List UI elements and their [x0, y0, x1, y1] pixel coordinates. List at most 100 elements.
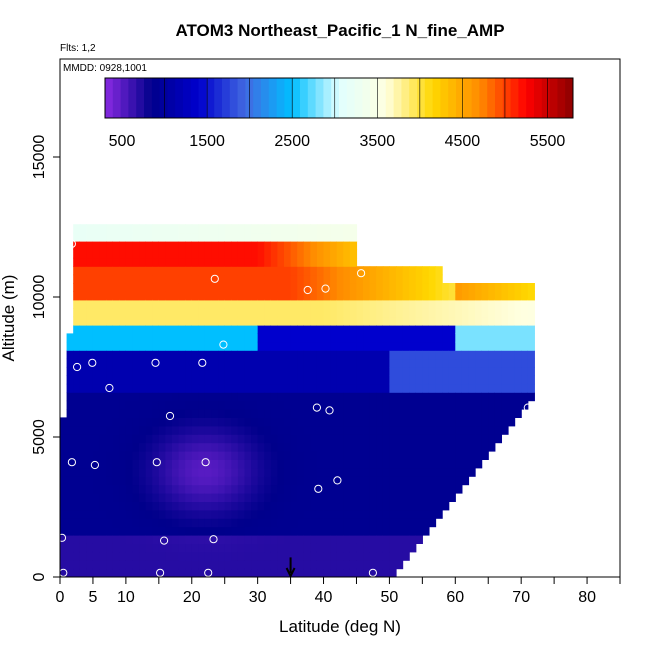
- heatmap-cell: [435, 459, 443, 469]
- heatmap-cell: [218, 493, 226, 502]
- heatmap-cell: [224, 291, 232, 301]
- heatmap-cell: [165, 325, 173, 334]
- heatmap-cell: [297, 299, 305, 309]
- heatmap-cell: [237, 526, 246, 536]
- heatmap-cell: [211, 442, 219, 452]
- heatmap-cell: [198, 241, 206, 250]
- x-tick-label: 10: [117, 589, 135, 606]
- heatmap-cell: [455, 358, 463, 368]
- heatmap-cell: [79, 291, 87, 301]
- heatmap-cell: [231, 358, 239, 368]
- heatmap-cell: [172, 274, 180, 284]
- heatmap-cell: [349, 358, 358, 368]
- heatmap-cell: [139, 283, 147, 292]
- heatmap-cell: [310, 392, 318, 402]
- heatmap-cell: [158, 425, 167, 435]
- heatmap-cell: [356, 392, 364, 402]
- heatmap-cell: [481, 341, 489, 351]
- heatmap-cell: [66, 383, 74, 393]
- heatmap-cell: [152, 451, 160, 460]
- heatmap-cell: [132, 367, 140, 376]
- heatmap-cell: [139, 383, 147, 393]
- heatmap-cell: [527, 358, 535, 368]
- heatmap-cell: [204, 535, 213, 544]
- heatmap-cell: [145, 400, 153, 410]
- heatmap-cell: [106, 568, 114, 577]
- heatmap-cell: [277, 417, 285, 427]
- heatmap-cell: [66, 560, 74, 570]
- heatmap-cell: [402, 526, 410, 536]
- heatmap-cell: [369, 509, 377, 519]
- heatmap-cell: [343, 501, 351, 511]
- heatmap-cell: [435, 400, 443, 410]
- heatmap-cell: [297, 543, 305, 553]
- heatmap-cell: [119, 568, 127, 577]
- heatmap-cell: [99, 341, 107, 351]
- heatmap-cell: [290, 392, 298, 402]
- heatmap-cell: [494, 341, 503, 351]
- heatmap-cell: [323, 341, 331, 351]
- heatmap-cell: [158, 224, 167, 234]
- heatmap-cell: [257, 535, 265, 544]
- heatmap-cell: [264, 509, 272, 519]
- heatmap-cell: [211, 333, 219, 343]
- heatmap-cell: [448, 493, 456, 502]
- heatmap-cell: [152, 274, 160, 284]
- heatmap-cell: [270, 224, 279, 234]
- heatmap-cell: [428, 451, 437, 460]
- flight-point: [90, 460, 100, 470]
- heatmap-cell: [270, 560, 279, 570]
- heatmap-cell: [211, 274, 219, 284]
- heatmap-cell: [158, 283, 167, 292]
- heatmap-cell: [343, 375, 351, 385]
- heatmap-cell: [257, 560, 265, 570]
- heatmap-cell: [60, 484, 68, 494]
- heatmap-cell: [461, 341, 470, 351]
- heatmap-cell: [158, 484, 167, 494]
- heatmap-cell: [336, 308, 344, 318]
- heatmap-cell: [66, 451, 74, 460]
- heatmap-cell: [264, 417, 272, 427]
- heatmap-cell: [277, 392, 285, 402]
- heatmap-cell: [409, 476, 417, 486]
- heatmap-cell: [198, 383, 206, 393]
- heatmap-cell: [178, 224, 186, 234]
- heatmap-cell: [185, 535, 193, 544]
- heatmap-cell: [514, 291, 522, 301]
- heatmap-cell: [106, 241, 114, 250]
- heatmap-cell: [402, 442, 410, 452]
- heatmap-cell: [158, 350, 167, 360]
- heatmap-cell: [396, 308, 404, 318]
- heatmap-cell: [284, 467, 292, 477]
- heatmap-cell: [376, 560, 384, 570]
- heatmap-cell: [185, 484, 193, 494]
- heatmap-cell: [382, 434, 391, 444]
- heatmap-cell: [389, 434, 397, 444]
- heatmap-cell: [343, 274, 351, 284]
- heatmap-cell: [501, 333, 509, 343]
- heatmap-cell: [336, 350, 344, 360]
- heatmap-cell: [218, 375, 226, 385]
- heatmap-cell: [165, 434, 173, 444]
- heatmap-cell: [237, 400, 246, 410]
- heatmap-cell: [257, 299, 265, 309]
- heatmap-cell: [145, 417, 153, 427]
- heatmap-cell: [218, 459, 226, 469]
- heatmap-cell: [336, 467, 344, 477]
- heatmap-cell: [270, 291, 279, 301]
- heatmap-cell: [336, 375, 344, 385]
- heatmap-cell: [106, 358, 114, 368]
- heatmap-cell: [198, 274, 206, 284]
- heatmap-cell: [323, 316, 331, 326]
- heatmap-cell: [139, 299, 147, 309]
- colorbar-segment: [401, 78, 410, 118]
- heatmap-cell: [145, 333, 153, 343]
- heatmap-cell: [92, 367, 101, 376]
- heatmap-cell: [488, 375, 496, 385]
- heatmap-cell: [343, 291, 351, 301]
- heatmap-cell: [343, 257, 351, 267]
- heatmap-cell: [244, 383, 252, 393]
- heatmap-cell: [185, 417, 193, 427]
- heatmap-cell: [237, 392, 246, 402]
- heatmap-cell: [119, 224, 127, 234]
